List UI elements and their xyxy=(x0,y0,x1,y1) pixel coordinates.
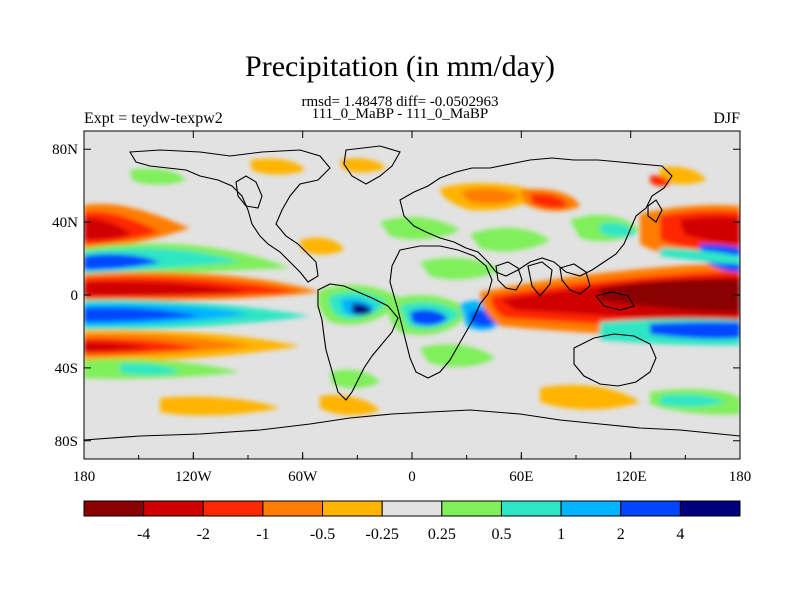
colorbar-swatch xyxy=(381,500,443,517)
x-tick-label: 60W xyxy=(288,469,318,485)
season-label: DJF xyxy=(713,110,740,127)
colorbar-label: 4 xyxy=(676,526,684,543)
experiment-label: Expt = teydw-texpw2 xyxy=(84,110,223,127)
colorbar-swatch xyxy=(202,500,264,517)
y-axis: 80N 40N 0 40S 80S xyxy=(52,142,740,450)
colorbar-label: 0.5 xyxy=(491,526,511,543)
stats-line: rmsd= 1.48478 diff= -0.0502963 xyxy=(301,94,499,110)
map-subtitle: 111_0_MaBP - 111_0_MaBP xyxy=(311,106,489,122)
colorbar-label: -1 xyxy=(256,526,269,543)
colorbar-swatch xyxy=(679,500,741,517)
y-tick-label: 40N xyxy=(52,215,78,231)
colorbar-swatch xyxy=(500,500,562,517)
map-title: Precipitation (in mm/day) xyxy=(245,50,555,83)
colorbar-swatch xyxy=(620,500,681,517)
land-outlines xyxy=(84,145,740,441)
x-tick-label: 120W xyxy=(175,469,213,485)
colorbar-swatch xyxy=(262,500,324,517)
x-tick-label: 180 xyxy=(73,469,96,485)
colorbar-label: -4 xyxy=(137,526,150,543)
colorbar-label: 0.25 xyxy=(428,526,456,543)
x-tick-label: 180 xyxy=(729,469,752,485)
x-tick-label: 120E xyxy=(615,469,647,485)
precipitation-anomaly-field xyxy=(84,158,740,416)
colorbar-label: -2 xyxy=(197,526,210,543)
y-tick-label: 40S xyxy=(55,361,78,377)
y-tick-label: 0 xyxy=(71,288,79,304)
colorbar-swatch xyxy=(441,500,502,517)
y-tick-label: 80S xyxy=(55,434,78,450)
colorbar-label: -0.5 xyxy=(310,526,335,543)
colorbar-label: 1 xyxy=(557,526,565,543)
colorbar-swatch xyxy=(560,500,622,517)
colorbar-swatch xyxy=(143,500,204,517)
colorbar-swatch xyxy=(83,500,145,517)
colorbar-swatch xyxy=(322,500,383,517)
colorbar-label: -0.25 xyxy=(366,526,399,543)
x-axis: 180 120W 60W 0 60E 120E 180 xyxy=(73,131,752,485)
y-tick-label: 80N xyxy=(52,142,78,158)
x-tick-label: 60E xyxy=(509,469,533,485)
colorbar-label: 2 xyxy=(617,526,625,543)
x-tick-label: 0 xyxy=(408,469,416,485)
